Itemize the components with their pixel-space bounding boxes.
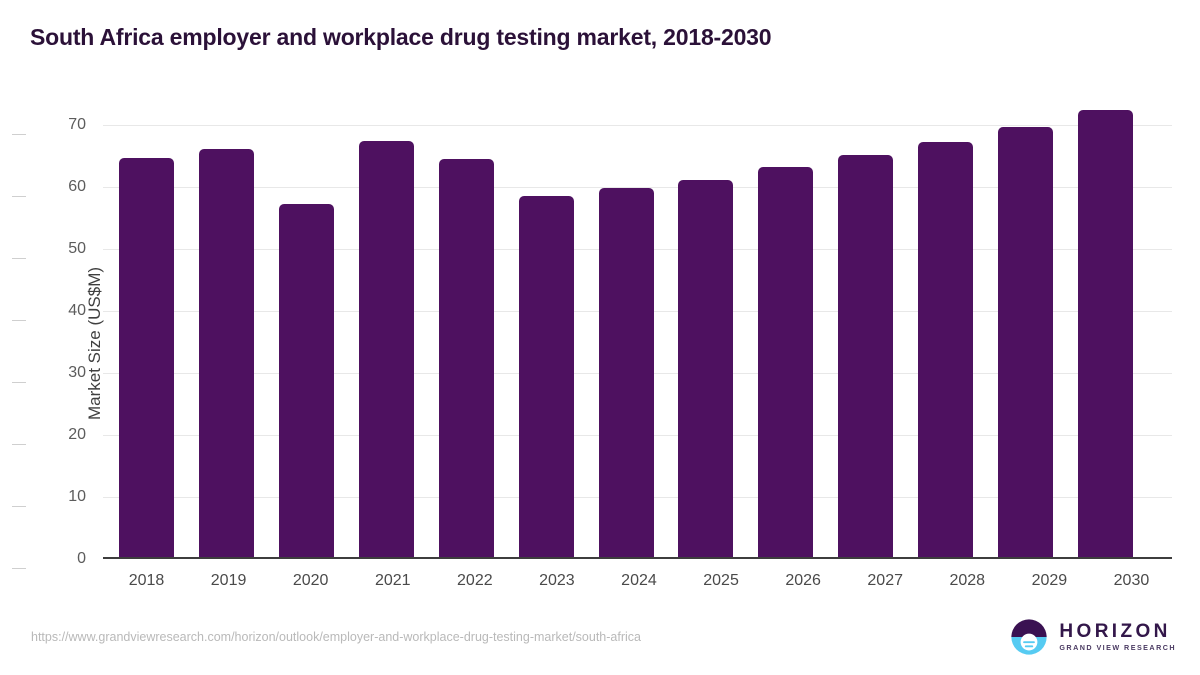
- y-axis-tick-mark: [12, 196, 26, 197]
- x-axis-line: [103, 557, 1172, 559]
- y-axis-title: Market Size (US$M): [85, 266, 104, 420]
- y-axis-tick-label: 30: [12, 364, 86, 383]
- bar-2023[interactable]: [518, 196, 574, 559]
- plot-area: 0 10 20 30 40 50 60 70: [12, 110, 1172, 569]
- bar-slot: [758, 125, 838, 559]
- y-axis-tick-label: 40: [12, 302, 86, 321]
- bar-slot: [518, 125, 599, 559]
- y-axis-tick-mark: [12, 382, 26, 383]
- bar-2024[interactable]: [598, 188, 654, 559]
- gridline: [103, 187, 1172, 188]
- bar-slot: [598, 125, 679, 559]
- bar-2027[interactable]: [838, 155, 894, 559]
- x-axis-tick-label: 2026: [785, 572, 821, 589]
- bar-2025[interactable]: [678, 179, 734, 559]
- y-axis-tick-label: 60: [12, 178, 86, 197]
- bar-2030[interactable]: [1078, 110, 1134, 559]
- y-axis-tick-mark: [12, 444, 26, 445]
- x-axis-tick-label: 2022: [457, 572, 493, 589]
- y-axis-tick-label: 70: [12, 116, 86, 135]
- horizon-logo-mark-icon: [1011, 619, 1048, 655]
- plot-frame: Market Size (US$M) 0 10 20 30 40 50 60 70: [12, 110, 1172, 569]
- bar-slot: [678, 125, 758, 559]
- bar-slot: [358, 125, 439, 559]
- y-axis-tick-mark: [12, 258, 26, 259]
- source-url[interactable]: https://www.grandviewresearch.com/horizo…: [31, 630, 641, 644]
- bar-2020[interactable]: [278, 203, 334, 559]
- bar-slot: [278, 125, 359, 559]
- x-axis-tick-label: 2027: [867, 572, 903, 589]
- bar-slot: [838, 125, 918, 559]
- x-axis-tick-label: 2025: [703, 572, 739, 589]
- bar-slot: [119, 125, 199, 559]
- x-axis-labels: 2018 2019 2020 2021 2022 2023 2024 2025 2026 2027…: [119, 572, 1186, 590]
- bar-2022[interactable]: [438, 159, 494, 559]
- bar-slot: [198, 125, 279, 559]
- y-axis-tick-mark: [12, 134, 26, 135]
- bar-2018[interactable]: [119, 157, 174, 559]
- logo-subtitle: GRAND VIEW RESEARCH: [1059, 643, 1176, 653]
- y-axis-tick-label: 20: [12, 426, 86, 445]
- y-axis-tick-label: 0: [12, 550, 86, 569]
- y-axis-tick-mark: [12, 320, 26, 321]
- x-axis-tick-label: 2023: [539, 572, 575, 589]
- bar-2021[interactable]: [358, 140, 414, 559]
- logo-wordmark: HORIZON: [1059, 621, 1171, 643]
- bar-slot: [1078, 110, 1158, 559]
- bar-series: [119, 110, 1158, 559]
- bar-slot: [438, 125, 519, 559]
- x-axis-tick-label: 2021: [374, 572, 411, 589]
- gridline: [103, 125, 1172, 126]
- x-axis-tick-label: 2028: [949, 572, 986, 589]
- bar-2029[interactable]: [998, 127, 1054, 559]
- x-axis-tick-label: 2024: [621, 572, 657, 589]
- bar-slot: [918, 125, 998, 559]
- bar-slot: [998, 125, 1078, 559]
- x-axis-tick-label: 2020: [292, 572, 329, 589]
- page-title: South Africa employer and workplace drug…: [30, 24, 772, 50]
- x-axis-tick-label: 2029: [1031, 572, 1068, 589]
- x-axis-tick-label: 2030: [1113, 572, 1150, 589]
- y-axis-tick-mark: [12, 568, 26, 569]
- y-axis-tick-label: 10: [12, 488, 86, 507]
- x-axis-tick-label: 2018: [128, 572, 165, 589]
- y-axis-tick-label: 50: [12, 240, 86, 259]
- bar-2028[interactable]: [918, 142, 974, 559]
- bar-2026[interactable]: [758, 167, 814, 559]
- logo-text: HORIZON GRAND VIEW RESEARCH: [1059, 622, 1176, 651]
- y-axis-tick-mark: [12, 506, 26, 507]
- x-axis-tick-label: 2019: [210, 572, 247, 589]
- horizon-logo[interactable]: HORIZON GRAND VIEW RESEARCH: [1008, 615, 1176, 659]
- bar-2019[interactable]: [198, 149, 254, 559]
